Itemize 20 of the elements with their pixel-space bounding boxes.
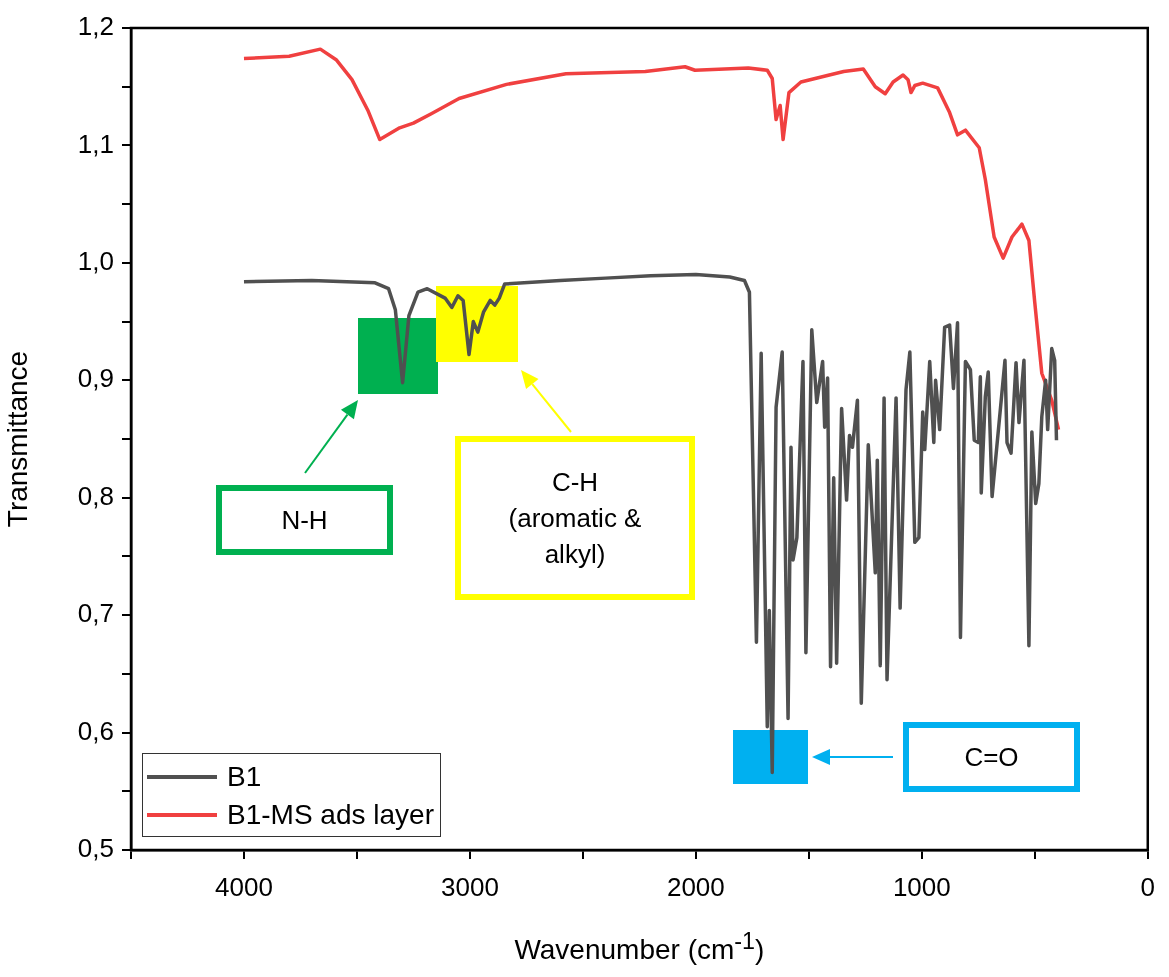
x-tick-label: 3000	[441, 871, 499, 902]
y-tick-label: 0,6	[77, 715, 114, 746]
y-tick-label: 0,9	[77, 363, 114, 394]
y-tick-label: 1,2	[77, 11, 114, 42]
y-tick-label: 0,7	[77, 598, 114, 629]
annotation: C=O	[903, 722, 1080, 792]
x-tick-label: 0	[1140, 871, 1155, 902]
x-tick-label: 2000	[666, 871, 725, 902]
y-tick-label: 1,1	[77, 128, 114, 159]
x-tick-label: 1000	[892, 871, 951, 902]
x-tick-label: 4000	[215, 871, 273, 902]
y-tick-label: 0,8	[77, 480, 114, 511]
legend-label: B1	[227, 761, 262, 793]
legend-label: B1-MS ads layer	[227, 799, 434, 831]
y-tick-label: 1,0	[77, 246, 114, 277]
x-axis-title: Wavenumber (cm$^{-1}$)	[514, 928, 765, 967]
y-axis-title: Transmittance	[1, 350, 33, 528]
annotation: N-H	[216, 485, 393, 555]
y-tick-label: 0,5	[77, 833, 114, 864]
annotation: C-H (aromatic & alkyl)	[455, 436, 695, 600]
